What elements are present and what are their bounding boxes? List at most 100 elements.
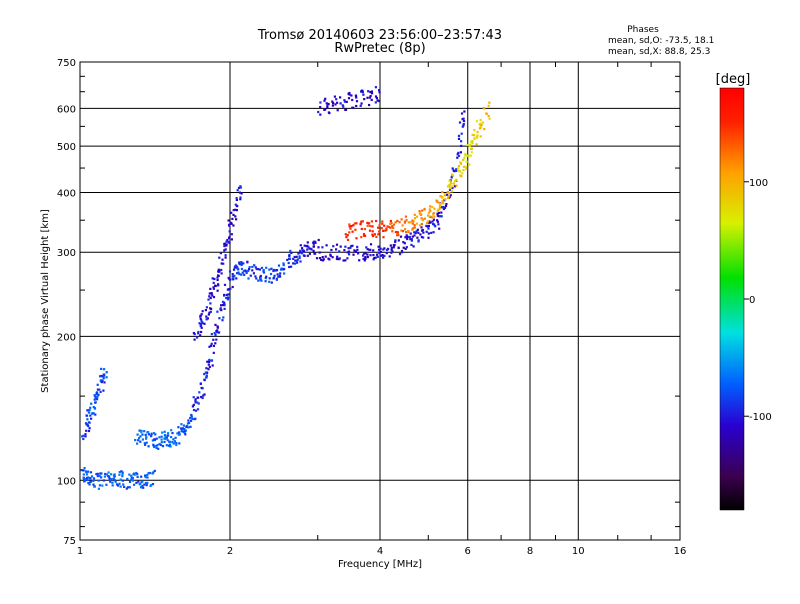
data-point <box>321 246 324 249</box>
data-point <box>488 101 491 104</box>
data-point <box>461 172 464 175</box>
data-point <box>349 246 352 249</box>
data-point <box>230 221 233 224</box>
data-point <box>275 278 278 281</box>
data-point <box>133 472 136 475</box>
data-point <box>235 209 238 212</box>
data-point <box>268 280 271 283</box>
data-point <box>225 244 228 247</box>
data-point <box>362 93 365 96</box>
data-point <box>172 442 175 445</box>
data-point <box>306 254 309 257</box>
data-point <box>310 247 313 250</box>
data-point <box>89 406 92 409</box>
data-point <box>219 307 222 310</box>
data-point <box>243 273 246 276</box>
data-point <box>389 244 392 247</box>
data-point <box>368 229 372 232</box>
data-point <box>446 191 449 194</box>
data-point <box>247 277 250 280</box>
data-point <box>192 396 195 399</box>
data-point <box>199 334 202 337</box>
data-point <box>427 224 430 227</box>
data-point <box>436 220 439 223</box>
data-point <box>220 309 223 312</box>
data-point <box>140 475 143 478</box>
data-point <box>199 317 202 320</box>
data-point <box>223 245 226 248</box>
data-point <box>234 215 237 218</box>
data-point <box>203 379 206 382</box>
data-point <box>400 229 403 232</box>
data-point <box>317 238 320 242</box>
data-point <box>187 419 190 422</box>
data-point <box>210 359 213 362</box>
data-point <box>200 326 203 329</box>
data-point <box>96 398 99 401</box>
data-point <box>479 135 482 138</box>
data-point <box>360 227 363 231</box>
data-point <box>361 91 364 94</box>
data-point <box>406 237 409 241</box>
data-point <box>349 227 352 230</box>
y-tick-label: 100 <box>57 476 76 487</box>
data-point <box>183 428 186 431</box>
colorbar <box>719 87 745 511</box>
data-point <box>232 209 235 212</box>
data-point <box>102 375 105 378</box>
data-point <box>92 406 95 409</box>
data-point <box>210 342 213 345</box>
data-point <box>248 266 251 269</box>
data-point <box>170 436 173 439</box>
data-point <box>208 358 211 361</box>
data-point <box>335 98 338 101</box>
data-point <box>104 472 107 476</box>
data-point <box>240 192 243 195</box>
data-point <box>93 407 97 410</box>
data-point <box>378 89 381 92</box>
data-point <box>391 225 394 228</box>
data-point <box>98 474 101 478</box>
data-point <box>452 174 455 177</box>
data-point <box>226 298 229 301</box>
data-point <box>222 316 225 319</box>
data-point <box>363 259 366 262</box>
data-point <box>437 215 440 218</box>
data-point <box>396 219 399 222</box>
data-point <box>283 272 286 275</box>
data-point <box>177 433 180 436</box>
data-point <box>398 221 401 224</box>
data-point <box>332 245 335 248</box>
y-tick-label: 300 <box>57 248 76 259</box>
data-point <box>207 363 210 366</box>
data-point <box>335 248 338 251</box>
data-point <box>434 225 437 228</box>
data-point <box>220 304 223 307</box>
data-point <box>409 221 412 224</box>
data-point <box>319 113 322 116</box>
data-point <box>355 222 358 225</box>
data-point <box>459 162 463 165</box>
data-point <box>200 330 203 334</box>
data-point <box>336 109 339 112</box>
data-point <box>485 112 488 115</box>
data-point <box>87 421 90 424</box>
data-point <box>105 473 108 476</box>
data-point <box>294 259 297 262</box>
data-point <box>345 100 348 103</box>
data-point <box>456 153 459 156</box>
data-point <box>360 220 363 223</box>
data-point <box>288 257 291 260</box>
data-point <box>373 233 376 236</box>
data-point <box>306 244 309 247</box>
data-point <box>346 251 349 254</box>
data-point <box>396 231 399 234</box>
data-point <box>212 338 215 341</box>
data-point <box>339 96 342 99</box>
data-point <box>389 222 392 225</box>
data-point <box>476 136 479 139</box>
data-point <box>362 233 366 236</box>
data-point <box>170 429 173 432</box>
data-point <box>215 329 218 333</box>
